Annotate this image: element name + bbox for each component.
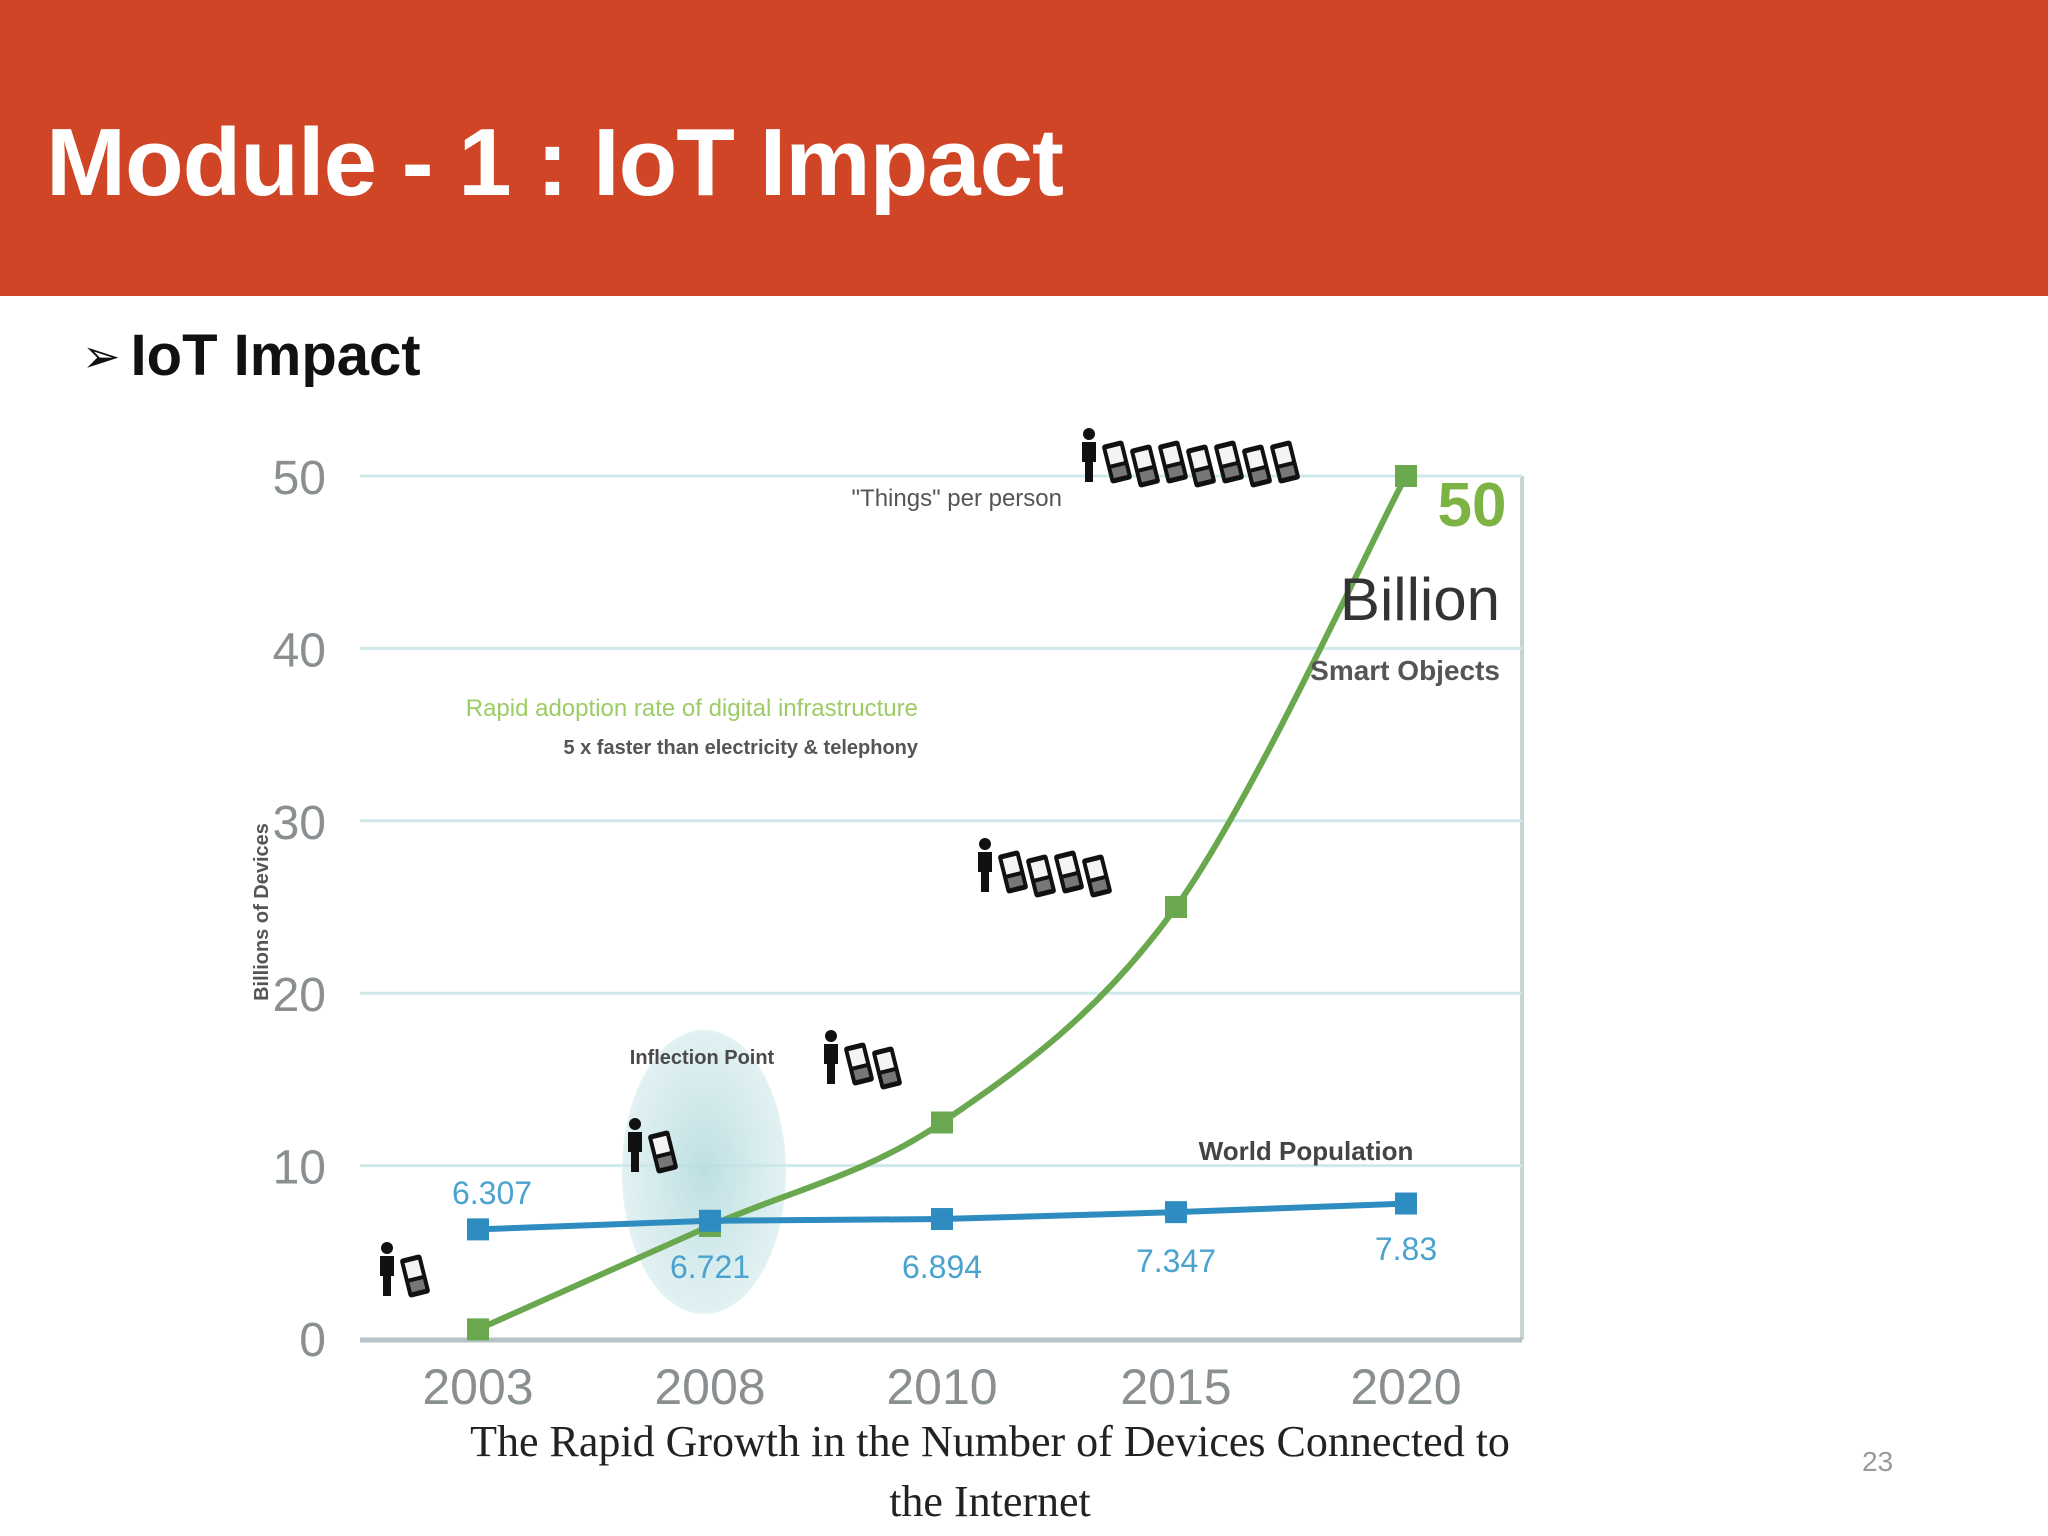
bullet-heading: ➢ IoT Impact [82,322,421,389]
population-marker-2008 [699,1209,721,1232]
y-tick-label-40: 40 [273,624,326,677]
person-devices-group-2010 [824,1030,903,1091]
person-devices-group-2020 [1082,428,1301,489]
phone-icon [997,849,1029,895]
arrow-bullet-icon: ➢ [82,328,121,383]
adoption-rate-line2: 5 x faster than electricity & telephony [563,737,918,759]
population-marker-2020 [1395,1192,1417,1215]
phone-icon [871,1045,903,1091]
phone-icon [1241,443,1273,489]
devices-marker-2003 [467,1318,489,1341]
person-icon [1082,428,1096,482]
phone-icon [399,1253,431,1299]
page-number: 23 [1862,1446,1894,1477]
phone-icon [1185,443,1217,489]
person-icon [824,1030,838,1084]
y-axis-title: Billions of Devices [251,823,273,1001]
person-icon [380,1242,394,1296]
x-tick-label-2008: 2008 [654,1359,765,1415]
population-data-label-2020: 7.83 [1375,1231,1437,1267]
phone-icon [1129,443,1161,489]
things-per-person-label: "Things" per person [852,485,1062,512]
x-tick-label-2003: 2003 [422,1359,533,1415]
adoption-rate-line1: Rapid adoption rate of digital infrastru… [466,695,918,722]
x-tick-label-2010: 2010 [886,1359,997,1415]
population-marker-2010 [931,1208,953,1231]
population-marker-2003 [467,1218,489,1241]
inflection-point-label: Inflection Point [630,1047,775,1069]
person-devices-group-2003 [380,1242,431,1299]
slide-title: Module - 1 : IoT Impact [46,109,1064,216]
inflection-highlight [622,1030,786,1314]
population-data-label-2015: 7.347 [1136,1243,1216,1279]
person-devices-group-2015 [978,838,1113,899]
world-population-label: World Population [1199,1136,1414,1166]
population-data-label-2003: 6.307 [452,1175,532,1211]
phone-icon [1081,853,1113,899]
x-tick-label-2015: 2015 [1120,1359,1231,1415]
y-tick-label-20: 20 [273,969,326,1022]
phone-icon [843,1041,875,1087]
y-tick-label-0: 0 [299,1314,326,1367]
figure-caption: The Rapid Growth in the Number of Device… [470,1417,1510,1526]
y-tick-label-10: 10 [273,1142,326,1195]
devices-marker-2010 [931,1111,953,1134]
population-data-label-2008: 6.721 [670,1249,750,1285]
devices-marker-2015 [1165,896,1187,918]
devices-series-line [475,473,1409,1333]
y-tick-label-30: 30 [273,797,326,850]
smart-objects-label: Smart Objects [1310,655,1500,686]
population-data-label-2010: 6.894 [902,1249,982,1285]
phone-icon [1053,849,1085,895]
phone-icon [1025,853,1057,899]
person-icon [978,838,992,892]
devices-marker-2020 [1395,465,1417,487]
big-value-50: 50 [1438,471,1507,540]
population-marker-2015 [1165,1201,1187,1224]
title-bar [0,0,2048,296]
y-tick-label-50: 50 [273,452,326,505]
x-tick-label-2020: 2020 [1350,1359,1461,1415]
bullet-text: IoT Impact [130,323,421,388]
big-unit-billion: Billion [1340,566,1500,633]
